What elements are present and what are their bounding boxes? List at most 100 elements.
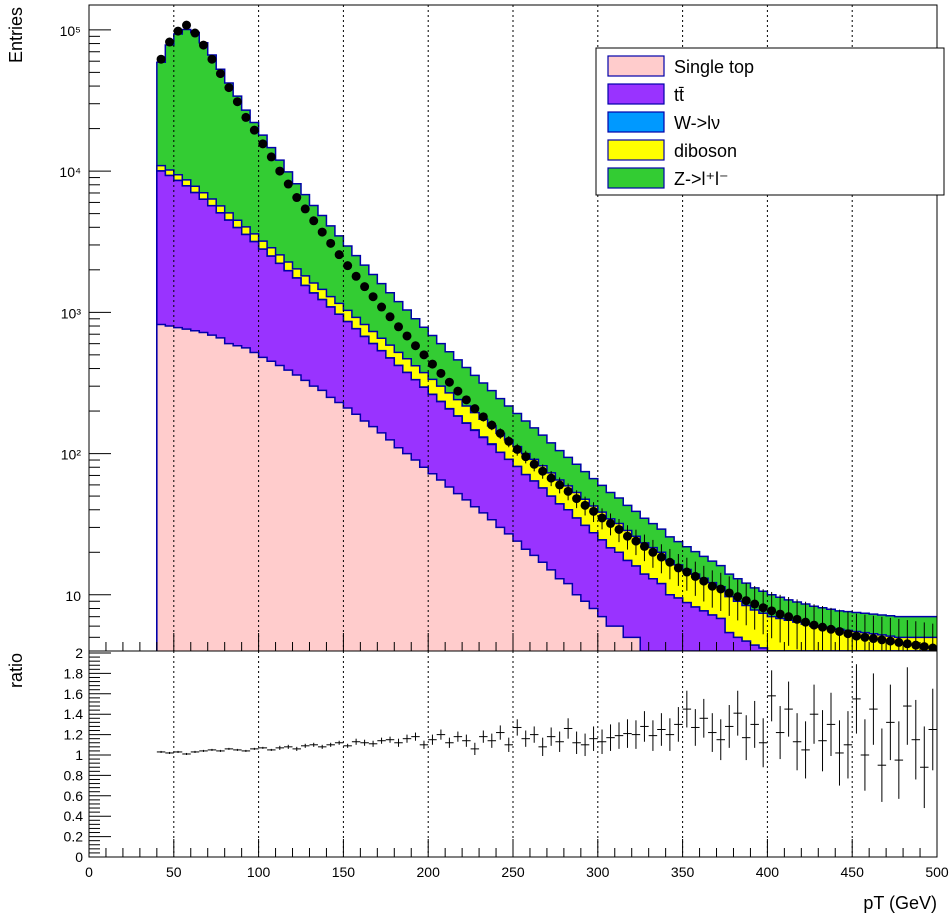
ratio-y-tick-label: 0.4	[64, 808, 84, 824]
data-point	[165, 37, 175, 47]
data-point	[801, 617, 811, 627]
x-tick-label: 150	[332, 864, 356, 880]
y-tick-label: 10	[65, 588, 81, 604]
stack-0	[156, 324, 938, 651]
stack-outline-1	[156, 170, 937, 652]
y-tick-label: 10²	[61, 447, 82, 463]
x-tick-label: 450	[841, 864, 865, 880]
y-tick-label: 10⁴	[59, 164, 81, 180]
data-point	[309, 216, 319, 226]
data-point	[394, 322, 404, 332]
data-point	[207, 54, 217, 64]
data-point	[606, 518, 616, 528]
data-point	[182, 20, 192, 30]
legend-swatch	[607, 83, 665, 105]
data-point	[741, 596, 751, 606]
data-point	[402, 331, 412, 341]
data-point	[911, 640, 921, 650]
x-tick-label: 250	[501, 864, 525, 880]
data-point	[580, 500, 590, 510]
ratio-y-tick-label: 0.8	[64, 767, 84, 783]
legend-label: W->lν	[674, 113, 720, 133]
data-point	[478, 412, 488, 422]
data-point	[665, 557, 675, 567]
data-point	[343, 261, 353, 271]
legend-label: tt̄	[674, 85, 684, 105]
data-point	[767, 606, 777, 616]
x-tick-label: 50	[166, 864, 182, 880]
data-point	[232, 97, 242, 107]
data-point	[385, 312, 395, 322]
data-point	[292, 193, 302, 203]
data-point	[461, 395, 471, 405]
data-point	[707, 581, 717, 591]
data-point	[784, 612, 794, 622]
legend-swatch	[607, 167, 665, 189]
data-point	[826, 624, 836, 634]
data-point	[597, 513, 607, 523]
stack-outline-4	[156, 28, 937, 651]
legend: Single top tt̄ W->lν diboson Z->l⁺l⁻	[595, 47, 945, 196]
data-point	[224, 83, 234, 93]
data-point	[724, 588, 734, 598]
data-point	[326, 238, 336, 248]
ratio-y-tick-label: 1.6	[64, 686, 84, 702]
data-point	[419, 350, 429, 360]
data-point	[699, 576, 709, 586]
data-point	[546, 473, 556, 483]
data-point	[444, 377, 454, 387]
data-point	[919, 642, 929, 652]
data-point	[436, 368, 446, 378]
x-tick-label: 500	[925, 864, 949, 880]
data-point	[631, 536, 641, 546]
data-point	[351, 271, 361, 281]
x-tick-label: 200	[417, 864, 441, 880]
data-point	[529, 459, 539, 469]
ratio-y-axis-title: ratio	[6, 653, 26, 688]
data-point	[792, 614, 802, 624]
data-point	[716, 584, 726, 594]
data-point	[156, 54, 166, 64]
ratio-y-tick-label: 0	[75, 849, 83, 865]
legend-label: Z->l⁺l⁻	[674, 169, 729, 189]
data-point	[360, 282, 370, 292]
data-point	[750, 599, 760, 609]
data-point	[487, 420, 497, 430]
x-tick-label: 100	[247, 864, 271, 880]
data-point	[775, 609, 785, 619]
ratio-plot: 0 0.2 0.4 0.6 0.8 1 1.2 1.4 1.6 1.8 2 0 50 100 150 200 2…	[6, 645, 949, 913]
y-axis-title: Entries	[6, 7, 26, 63]
data-point	[300, 204, 310, 214]
x-axis-title: pT (GeV)	[863, 893, 937, 913]
main-plot: 10 10² 10³ 10⁴ 10⁵ Entries Single top tt̄ W->lν d…	[6, 4, 945, 653]
data-point	[860, 632, 870, 642]
data-point	[614, 524, 624, 534]
ratio-y-tick-label: 1.2	[64, 727, 84, 743]
data-point	[894, 637, 904, 647]
data-point	[809, 620, 819, 630]
data-point	[682, 567, 692, 577]
data-point	[198, 40, 208, 50]
data-point	[673, 563, 683, 573]
data-point	[453, 386, 463, 396]
data-point	[885, 636, 895, 646]
data-point	[317, 227, 327, 237]
data-point	[851, 631, 861, 641]
y-tick-label: 10³	[61, 305, 82, 321]
data-point	[249, 125, 259, 135]
legend-label: diboson	[674, 141, 737, 161]
legend-swatch	[607, 111, 665, 133]
data-point	[648, 547, 658, 557]
x-tick-label: 400	[756, 864, 780, 880]
data-point	[843, 629, 853, 639]
data-point	[334, 250, 344, 260]
data-point	[190, 28, 200, 38]
x-tick-label: 350	[671, 864, 695, 880]
data-point	[928, 643, 938, 653]
data-point	[266, 152, 276, 162]
data-point	[377, 302, 387, 312]
data-point	[877, 635, 887, 645]
ratio-y-tick-label: 1.8	[64, 665, 84, 681]
data-point	[589, 506, 599, 516]
